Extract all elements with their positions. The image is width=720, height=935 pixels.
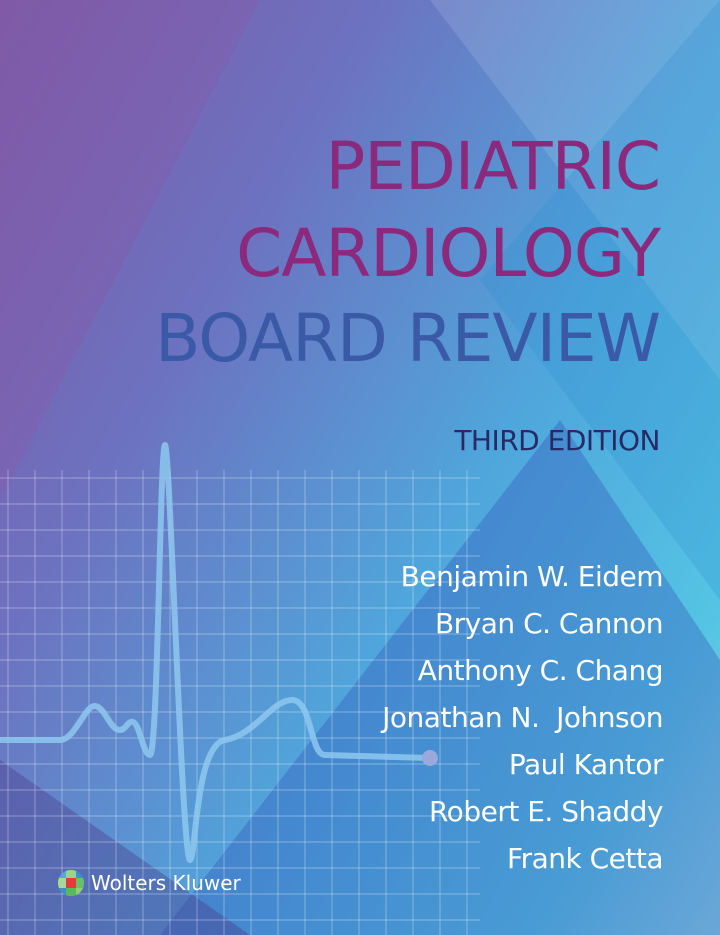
- author: Benjamin W. Eidem: [400, 560, 664, 593]
- edition-label: THIRD EDITION: [454, 424, 660, 457]
- author: Anthony C. Chang: [417, 654, 664, 687]
- publisher-name: Wolters Kluwer: [91, 871, 241, 895]
- publisher-logo: Wolters Kluwer: [57, 869, 241, 897]
- wolters-kluwer-logo-icon: [58, 870, 84, 896]
- author: Paul Kantor: [508, 748, 664, 781]
- title-line-2: CARDIOLOGY: [236, 215, 661, 292]
- ecg-trace: [0, 442, 433, 863]
- author: Robert E. Shaddy: [428, 795, 664, 828]
- author: Jonathan N. Johnson: [382, 701, 663, 734]
- author-list: Benjamin W. Eidem Bryan C. Cannon Anthon…: [382, 553, 663, 882]
- author: Frank Cetta: [507, 842, 663, 875]
- title-line-3: BOARD REVIEW: [155, 300, 661, 377]
- author: Bryan C. Cannon: [434, 607, 664, 640]
- ecg-end-dot: [422, 750, 438, 766]
- title-line-1: PEDIATRIC: [325, 128, 661, 205]
